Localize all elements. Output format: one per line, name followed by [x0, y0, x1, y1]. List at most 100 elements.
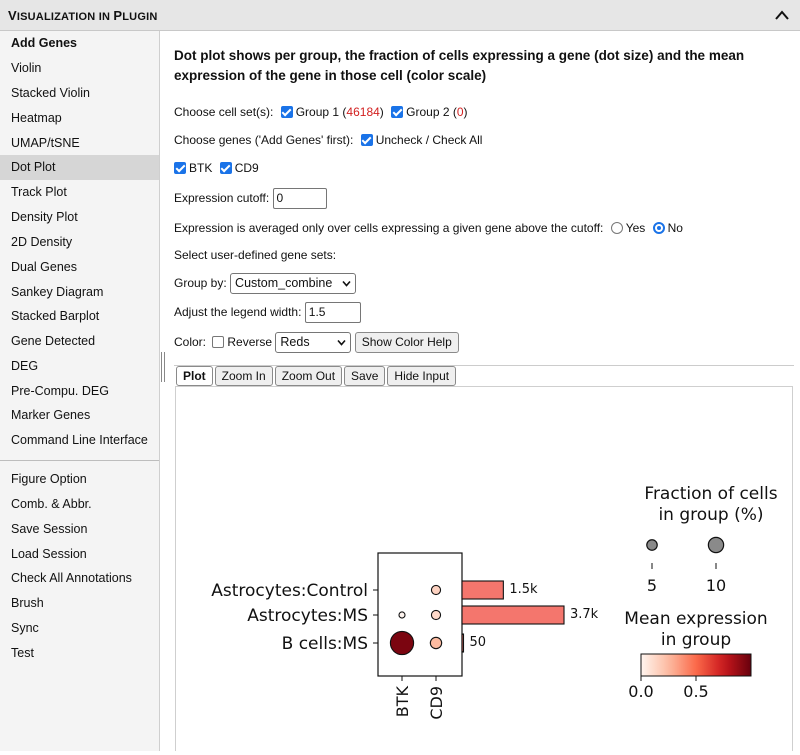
title-initial-2: P — [113, 8, 123, 23]
sidebar-divider — [0, 460, 159, 461]
dot-point — [398, 611, 406, 619]
no-label: No — [667, 221, 683, 235]
color-legend-title: Mean expression — [624, 609, 767, 629]
dot-plot-frame — [377, 552, 463, 677]
count-label: 3.7k — [570, 607, 599, 622]
sidebar-item-stacked-violin[interactable]: Stacked Violin — [11, 86, 90, 100]
sidebar-item-sankey-diagram[interactable]: Sankey Diagram — [11, 285, 104, 299]
genesets-label: Select user-defined gene sets: — [174, 248, 337, 262]
dot-point — [430, 584, 442, 596]
check-all-checkbox[interactable] — [360, 134, 373, 146]
cutoff-input[interactable]: 0 — [272, 188, 327, 210]
sidebar-item-figure-option[interactable]: Figure Option — [11, 472, 87, 486]
yes-radio[interactable] — [610, 222, 623, 234]
color-legend-bar — [640, 653, 752, 677]
panel-header: Visualization in Plugin — [0, 0, 800, 31]
size-legend-label: 10 — [706, 576, 726, 595]
sidebar-item-marker-genes[interactable]: Marker Genes — [11, 408, 91, 422]
size-legend-dot — [646, 539, 658, 551]
size-legend-dot — [707, 536, 725, 554]
sidebar-item-dual-genes[interactable]: Dual Genes — [11, 260, 78, 274]
sidebar-item-stacked-barplot[interactable]: Stacked Barplot — [11, 309, 100, 323]
cellset-row: Choose cell set(s): Group 1 (46184) Grou… — [174, 101, 468, 123]
check-all-label: Uncheck / Check All — [375, 133, 483, 147]
sidebar-item-dot-plot[interactable]: Dot Plot — [0, 155, 159, 180]
sidebar-item-gene-detected[interactable]: Gene Detected — [11, 334, 96, 348]
resize-handle[interactable] — [161, 352, 165, 382]
group2-label: Group 2 ( — [406, 105, 457, 119]
dot-plot-chart: Astrocytes:Control Astrocytes:MS B cells:M… — [211, 484, 777, 720]
gene-btk-checkbox[interactable] — [174, 162, 186, 174]
reverse-checkbox[interactable] — [212, 336, 225, 348]
page-heading: Dot plot shows per group, the fraction o… — [174, 48, 745, 83]
groupby-row: Group by: Custom_combine — [174, 272, 357, 295]
sidebar-item-test[interactable]: Test — [11, 646, 34, 660]
legend-width-row: Adjust the legend width: 1.5 — [174, 301, 361, 324]
genes-label: Choose genes ('Add Genes' first): — [174, 133, 354, 147]
title-part-1: isualization in — [16, 11, 114, 23]
sidebar-item-track-plot[interactable]: Track Plot — [11, 185, 67, 199]
cellset-label: Choose cell set(s): — [174, 105, 274, 119]
x-tick-label: CD9 — [427, 686, 446, 720]
cutoff-label: Expression cutoff: — [174, 191, 270, 205]
groupby-label: Group by: — [174, 276, 227, 290]
count-label: 50 — [470, 635, 487, 650]
no-radio[interactable] — [652, 222, 665, 234]
hide-input-button[interactable]: Hide Input — [387, 366, 457, 386]
sidebar-item-heatmap[interactable]: Heatmap — [11, 111, 62, 125]
show-color-help-button[interactable]: Show Color Help — [354, 332, 459, 354]
reverse-label: Reverse — [227, 335, 273, 349]
color-legend-tick-label: 0.0 — [628, 682, 653, 701]
color-select[interactable]: Reds — [275, 332, 352, 354]
sidebar-item-add-genes[interactable]: Add Genes — [11, 36, 77, 50]
title-part-2: lugin — [122, 11, 158, 23]
sidebar-item-deg[interactable]: DEG — [11, 359, 39, 373]
sidebar-item-comb-abbr[interactable]: Comb. & Abbr. — [11, 497, 92, 511]
dot-point — [389, 630, 415, 656]
sidebar-item-density-plot[interactable]: Density Plot — [11, 210, 78, 224]
sidebar-item-load-session[interactable]: Load Session — [11, 547, 87, 561]
groupby-select[interactable]: Custom_combine — [230, 273, 357, 295]
size-legend-label: 5 — [647, 576, 657, 595]
sidebar-item-check-all-annotations[interactable]: Check All Annotations — [11, 571, 132, 585]
chevron-down-icon — [337, 340, 346, 347]
group1-label: Group 1 ( — [295, 105, 347, 119]
panel-title: Visualization in Plugin — [8, 8, 157, 23]
chevron-up-icon[interactable] — [774, 8, 790, 22]
size-legend-title: in group (%) — [658, 505, 763, 525]
averaged-label: Expression is averaged only over cells e… — [174, 221, 604, 235]
legend-width-input[interactable]: 1.5 — [304, 302, 361, 324]
zoom-out-button[interactable]: Zoom Out — [274, 366, 343, 386]
sidebar-item-save-session[interactable]: Save Session — [11, 522, 88, 536]
cutoff-row: Expression cutoff: 0 — [174, 187, 327, 210]
sidebar-item-violin[interactable]: Violin — [11, 61, 42, 75]
plot-button[interactable]: Plot — [176, 366, 213, 386]
sidebar-item-pre-compu-deg[interactable]: Pre-Compu. DEG — [11, 384, 109, 398]
divider — [174, 365, 794, 366]
yes-label: Yes — [625, 221, 646, 235]
color-legend-tick-label: 0.5 — [683, 682, 708, 701]
y-tick-label: Astrocytes:MS — [247, 606, 368, 626]
gene-cd9-checkbox[interactable] — [219, 162, 232, 174]
count-bar — [461, 605, 565, 625]
group1-checkbox[interactable] — [280, 106, 293, 118]
zoom-in-button[interactable]: Zoom In — [214, 366, 273, 386]
sidebar-item-brush[interactable]: Brush — [11, 596, 44, 610]
size-legend-title: Fraction of cells — [644, 484, 777, 504]
color-label: Color: — [174, 335, 207, 349]
title-initial-1: V — [8, 8, 17, 23]
color-value: Reds — [280, 335, 310, 350]
plot-toolbar: Plot Zoom In Zoom Out Save Hide Input — [176, 366, 458, 386]
sidebar-item-command-line-interface[interactable]: Command Line Interface — [11, 433, 148, 447]
sidebar-item-umap-tsne[interactable]: UMAP/tSNE — [11, 136, 80, 150]
count-bar — [461, 633, 465, 653]
chevron-down-icon — [342, 281, 351, 288]
save-button[interactable]: Save — [344, 366, 386, 386]
color-legend-title: in group — [661, 630, 731, 650]
sidebar-item-2d-density[interactable]: 2D Density — [11, 235, 73, 249]
group2-close: ) — [463, 105, 468, 119]
color-row: Color: Reverse Reds Show Color Help — [174, 331, 459, 354]
gene-btk-label: BTK — [189, 161, 213, 175]
group2-checkbox[interactable] — [391, 106, 404, 118]
sidebar-item-sync[interactable]: Sync — [11, 621, 39, 635]
